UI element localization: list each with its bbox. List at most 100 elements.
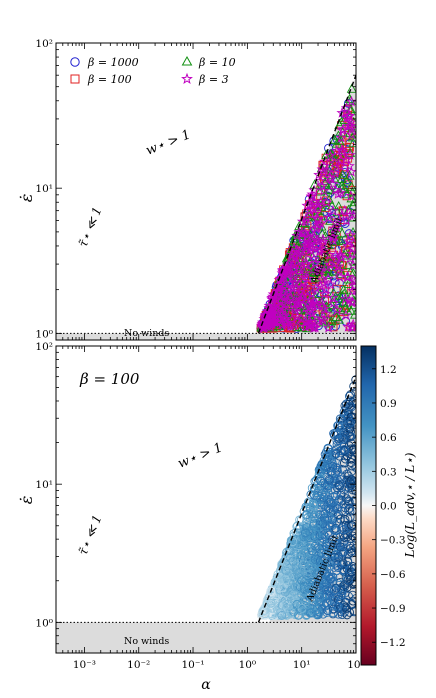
adiabatic-limit-line <box>257 73 356 334</box>
point-colored <box>310 477 320 486</box>
point-beta3 <box>290 297 302 309</box>
point-colored <box>288 556 298 566</box>
colorbar-label: Log(L_adv,⋆ / L⋆) <box>403 452 417 558</box>
legend-square-icon <box>70 74 80 84</box>
point-colored <box>321 521 330 531</box>
point-beta10 <box>335 150 346 161</box>
point-colored <box>311 609 320 619</box>
legend-entry-beta1000: β = 1000 <box>70 56 139 69</box>
point-colored <box>329 429 339 438</box>
point-beta3 <box>301 199 313 211</box>
point-colored <box>348 531 356 541</box>
legend-circle-icon <box>70 57 80 67</box>
point-beta3 <box>320 308 333 319</box>
point-colored <box>346 481 356 491</box>
bottom-axis-ticks: 10⁻³ 10⁻² 10⁻¹ 10⁰ 10¹ 10² 10⁰ 10¹ 10² <box>35 341 364 671</box>
point-beta3 <box>280 305 292 316</box>
point-beta3 <box>277 310 289 321</box>
point-colored <box>283 571 293 581</box>
top-no-winds-label: No winds <box>124 328 169 339</box>
point-colored <box>349 444 356 454</box>
point-colored <box>290 582 300 592</box>
point-colored <box>322 481 332 491</box>
point-colored <box>340 580 350 590</box>
point-colored <box>291 591 301 601</box>
point-beta3 <box>327 204 339 216</box>
point-colored <box>283 599 293 609</box>
point-colored <box>315 531 325 541</box>
point-colored <box>274 601 284 611</box>
point-colored <box>310 541 320 551</box>
point-beta3 <box>301 229 313 241</box>
point-beta3 <box>327 232 339 243</box>
point-beta3 <box>329 184 341 195</box>
point-colored <box>301 531 311 541</box>
point-colored <box>314 579 324 588</box>
point-colored <box>328 548 337 558</box>
point-colored <box>341 454 350 464</box>
point-colored <box>302 570 312 579</box>
point-beta3 <box>332 260 344 272</box>
point-colored <box>282 572 292 582</box>
point-beta3 <box>313 265 325 276</box>
point-beta3 <box>347 285 356 296</box>
no-winds-region <box>56 622 356 653</box>
point-beta3 <box>347 259 356 271</box>
point-beta3 <box>334 251 347 262</box>
point-colored <box>314 594 324 604</box>
point-beta3 <box>267 297 279 308</box>
point-colored <box>282 604 292 613</box>
legend: β = 1000 β = 100 β = 10 β = 3 <box>70 55 236 86</box>
point-beta3 <box>327 231 340 242</box>
point-beta3 <box>322 272 334 284</box>
point-colored <box>316 461 326 471</box>
point-colored <box>321 585 331 595</box>
point-beta3 <box>340 102 353 113</box>
point-colored <box>297 576 307 586</box>
bottom-wind-condition: w⋆ > 1 <box>176 440 225 471</box>
point-beta3 <box>266 312 278 323</box>
point-beta10 <box>338 284 349 295</box>
point-colored <box>316 548 326 558</box>
point-beta3 <box>317 244 329 256</box>
point-colored <box>349 564 356 574</box>
point-colored <box>334 451 344 461</box>
point-beta3 <box>317 314 329 326</box>
colorbar: 1.2 0.9 0.6 0.3 0.0 −0.3 −0.6 −0.9 −1.2 Log(L_ad… <box>360 345 417 666</box>
point-beta3 <box>279 290 291 302</box>
adiabatic-limit-line <box>257 374 356 623</box>
point-colored <box>270 577 280 587</box>
point-beta3 <box>330 217 342 228</box>
point-colored <box>339 407 349 417</box>
point-colored <box>300 585 309 594</box>
point-beta3 <box>312 198 324 210</box>
point-beta3 <box>308 253 320 264</box>
point-beta100 <box>332 284 341 294</box>
legend-label-beta3: β = 3 <box>198 73 229 86</box>
point-beta3 <box>274 278 286 290</box>
point-beta10 <box>341 175 352 186</box>
point-colored <box>299 582 309 591</box>
point-colored <box>345 565 354 575</box>
point-beta3 <box>328 157 341 168</box>
point-beta3 <box>300 281 312 292</box>
point-beta3 <box>284 320 297 331</box>
point-colored <box>321 549 331 559</box>
point-beta3 <box>306 307 318 319</box>
point-colored <box>343 549 353 559</box>
point-colored <box>304 499 313 509</box>
point-colored <box>283 553 293 563</box>
point-beta3 <box>264 302 277 314</box>
y-tick-label: 10⁰ <box>35 328 53 340</box>
y-tick-label: 10⁰ <box>35 617 53 629</box>
point-beta3 <box>348 237 356 249</box>
point-colored <box>320 568 330 578</box>
colorbar-tick-label: 1.2 <box>380 364 397 376</box>
y-tick-label: 10¹ <box>35 183 53 195</box>
legend-entry-beta10: β = 10 <box>181 55 236 69</box>
point-beta3 <box>336 124 349 136</box>
point-beta3 <box>316 180 329 192</box>
x-tick-label: 10⁻¹ <box>181 659 204 671</box>
point-colored <box>328 507 338 517</box>
point-colored <box>338 464 347 474</box>
